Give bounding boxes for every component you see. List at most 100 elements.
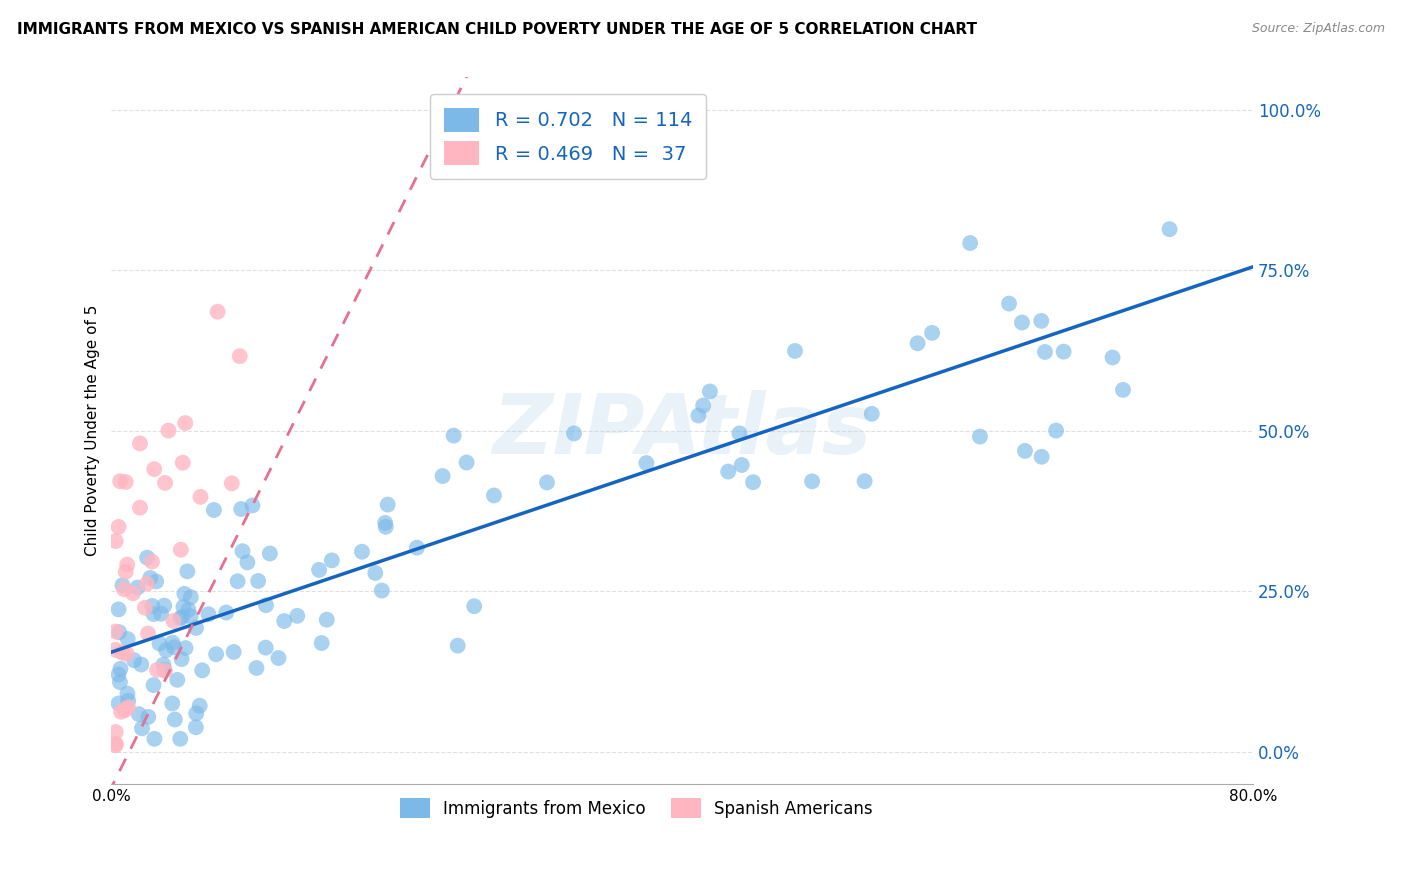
Point [136, 550, 159, 565]
Point [127, 581, 149, 595]
Point [117, 694, 139, 708]
Point [184, 720, 207, 734]
Y-axis label: Child Poverty Under the Age of 5: Child Poverty Under the Age of 5 [86, 305, 100, 557]
Point [273, 614, 295, 628]
Point [350, 545, 373, 559]
Point [110, 705, 132, 719]
Point [129, 500, 152, 515]
Point [242, 499, 264, 513]
Point [136, 626, 159, 640]
Text: ZIPAtlas: ZIPAtlas [492, 390, 872, 471]
Point [141, 555, 163, 569]
Point [150, 607, 173, 621]
Point [1159, 222, 1181, 236]
Point [104, 725, 127, 739]
Point [129, 657, 152, 672]
Point [636, 456, 658, 470]
Point [374, 520, 396, 534]
Point [173, 587, 195, 601]
Point [231, 544, 253, 558]
Point [107, 667, 129, 681]
Point [166, 673, 188, 687]
Point [176, 565, 198, 579]
Point [160, 697, 183, 711]
Point [117, 687, 139, 701]
Point [145, 574, 167, 589]
Point [153, 475, 176, 490]
Point [308, 563, 330, 577]
Point [128, 707, 150, 722]
Point [115, 558, 138, 572]
Point [1101, 351, 1123, 365]
Point [153, 599, 176, 613]
Point [311, 636, 333, 650]
Point [1031, 314, 1053, 328]
Point [1033, 345, 1056, 359]
Point [443, 428, 465, 442]
Point [202, 503, 225, 517]
Point [129, 436, 152, 450]
Point [170, 542, 193, 557]
Point [188, 698, 211, 713]
Point [205, 647, 228, 661]
Point [146, 663, 169, 677]
Point [801, 475, 824, 489]
Point [172, 456, 194, 470]
Point [186, 706, 208, 721]
Point [860, 407, 883, 421]
Point [315, 613, 337, 627]
Point [143, 731, 166, 746]
Point [1112, 383, 1135, 397]
Point [174, 641, 197, 656]
Point [853, 474, 876, 488]
Point [221, 476, 243, 491]
Point [432, 469, 454, 483]
Point [177, 603, 200, 617]
Point [134, 600, 156, 615]
Text: IMMIGRANTS FROM MEXICO VS SPANISH AMERICAN CHILD POVERTY UNDER THE AGE OF 5 CORR: IMMIGRANTS FROM MEXICO VS SPANISH AMERIC… [17, 22, 977, 37]
Point [172, 610, 194, 624]
Point [104, 737, 127, 751]
Point [1011, 316, 1033, 330]
Point [112, 582, 135, 597]
Point [117, 700, 139, 714]
Point [728, 426, 751, 441]
Point [108, 475, 131, 489]
Point [114, 565, 136, 579]
Point [122, 586, 145, 600]
Point [139, 571, 162, 585]
Point [152, 657, 174, 672]
Point [247, 574, 270, 588]
Point [108, 675, 131, 690]
Point [717, 465, 740, 479]
Point [197, 607, 219, 622]
Point [245, 661, 267, 675]
Point [114, 475, 136, 489]
Point [692, 399, 714, 413]
Point [114, 703, 136, 717]
Point [104, 624, 127, 639]
Point [136, 710, 159, 724]
Point [117, 632, 139, 646]
Point [143, 462, 166, 476]
Point [169, 611, 191, 625]
Point [172, 599, 194, 614]
Point [179, 609, 201, 624]
Point [111, 646, 134, 660]
Point [562, 426, 585, 441]
Point [107, 697, 129, 711]
Point [107, 602, 129, 616]
Point [699, 384, 721, 399]
Legend: Immigrants from Mexico, Spanish Americans: Immigrants from Mexico, Spanish American… [394, 791, 880, 825]
Point [321, 553, 343, 567]
Point [456, 456, 478, 470]
Point [463, 599, 485, 614]
Point [371, 583, 394, 598]
Point [377, 498, 399, 512]
Point [135, 576, 157, 591]
Point [190, 490, 212, 504]
Point [285, 608, 308, 623]
Point [374, 516, 396, 530]
Point [969, 429, 991, 443]
Point [536, 475, 558, 490]
